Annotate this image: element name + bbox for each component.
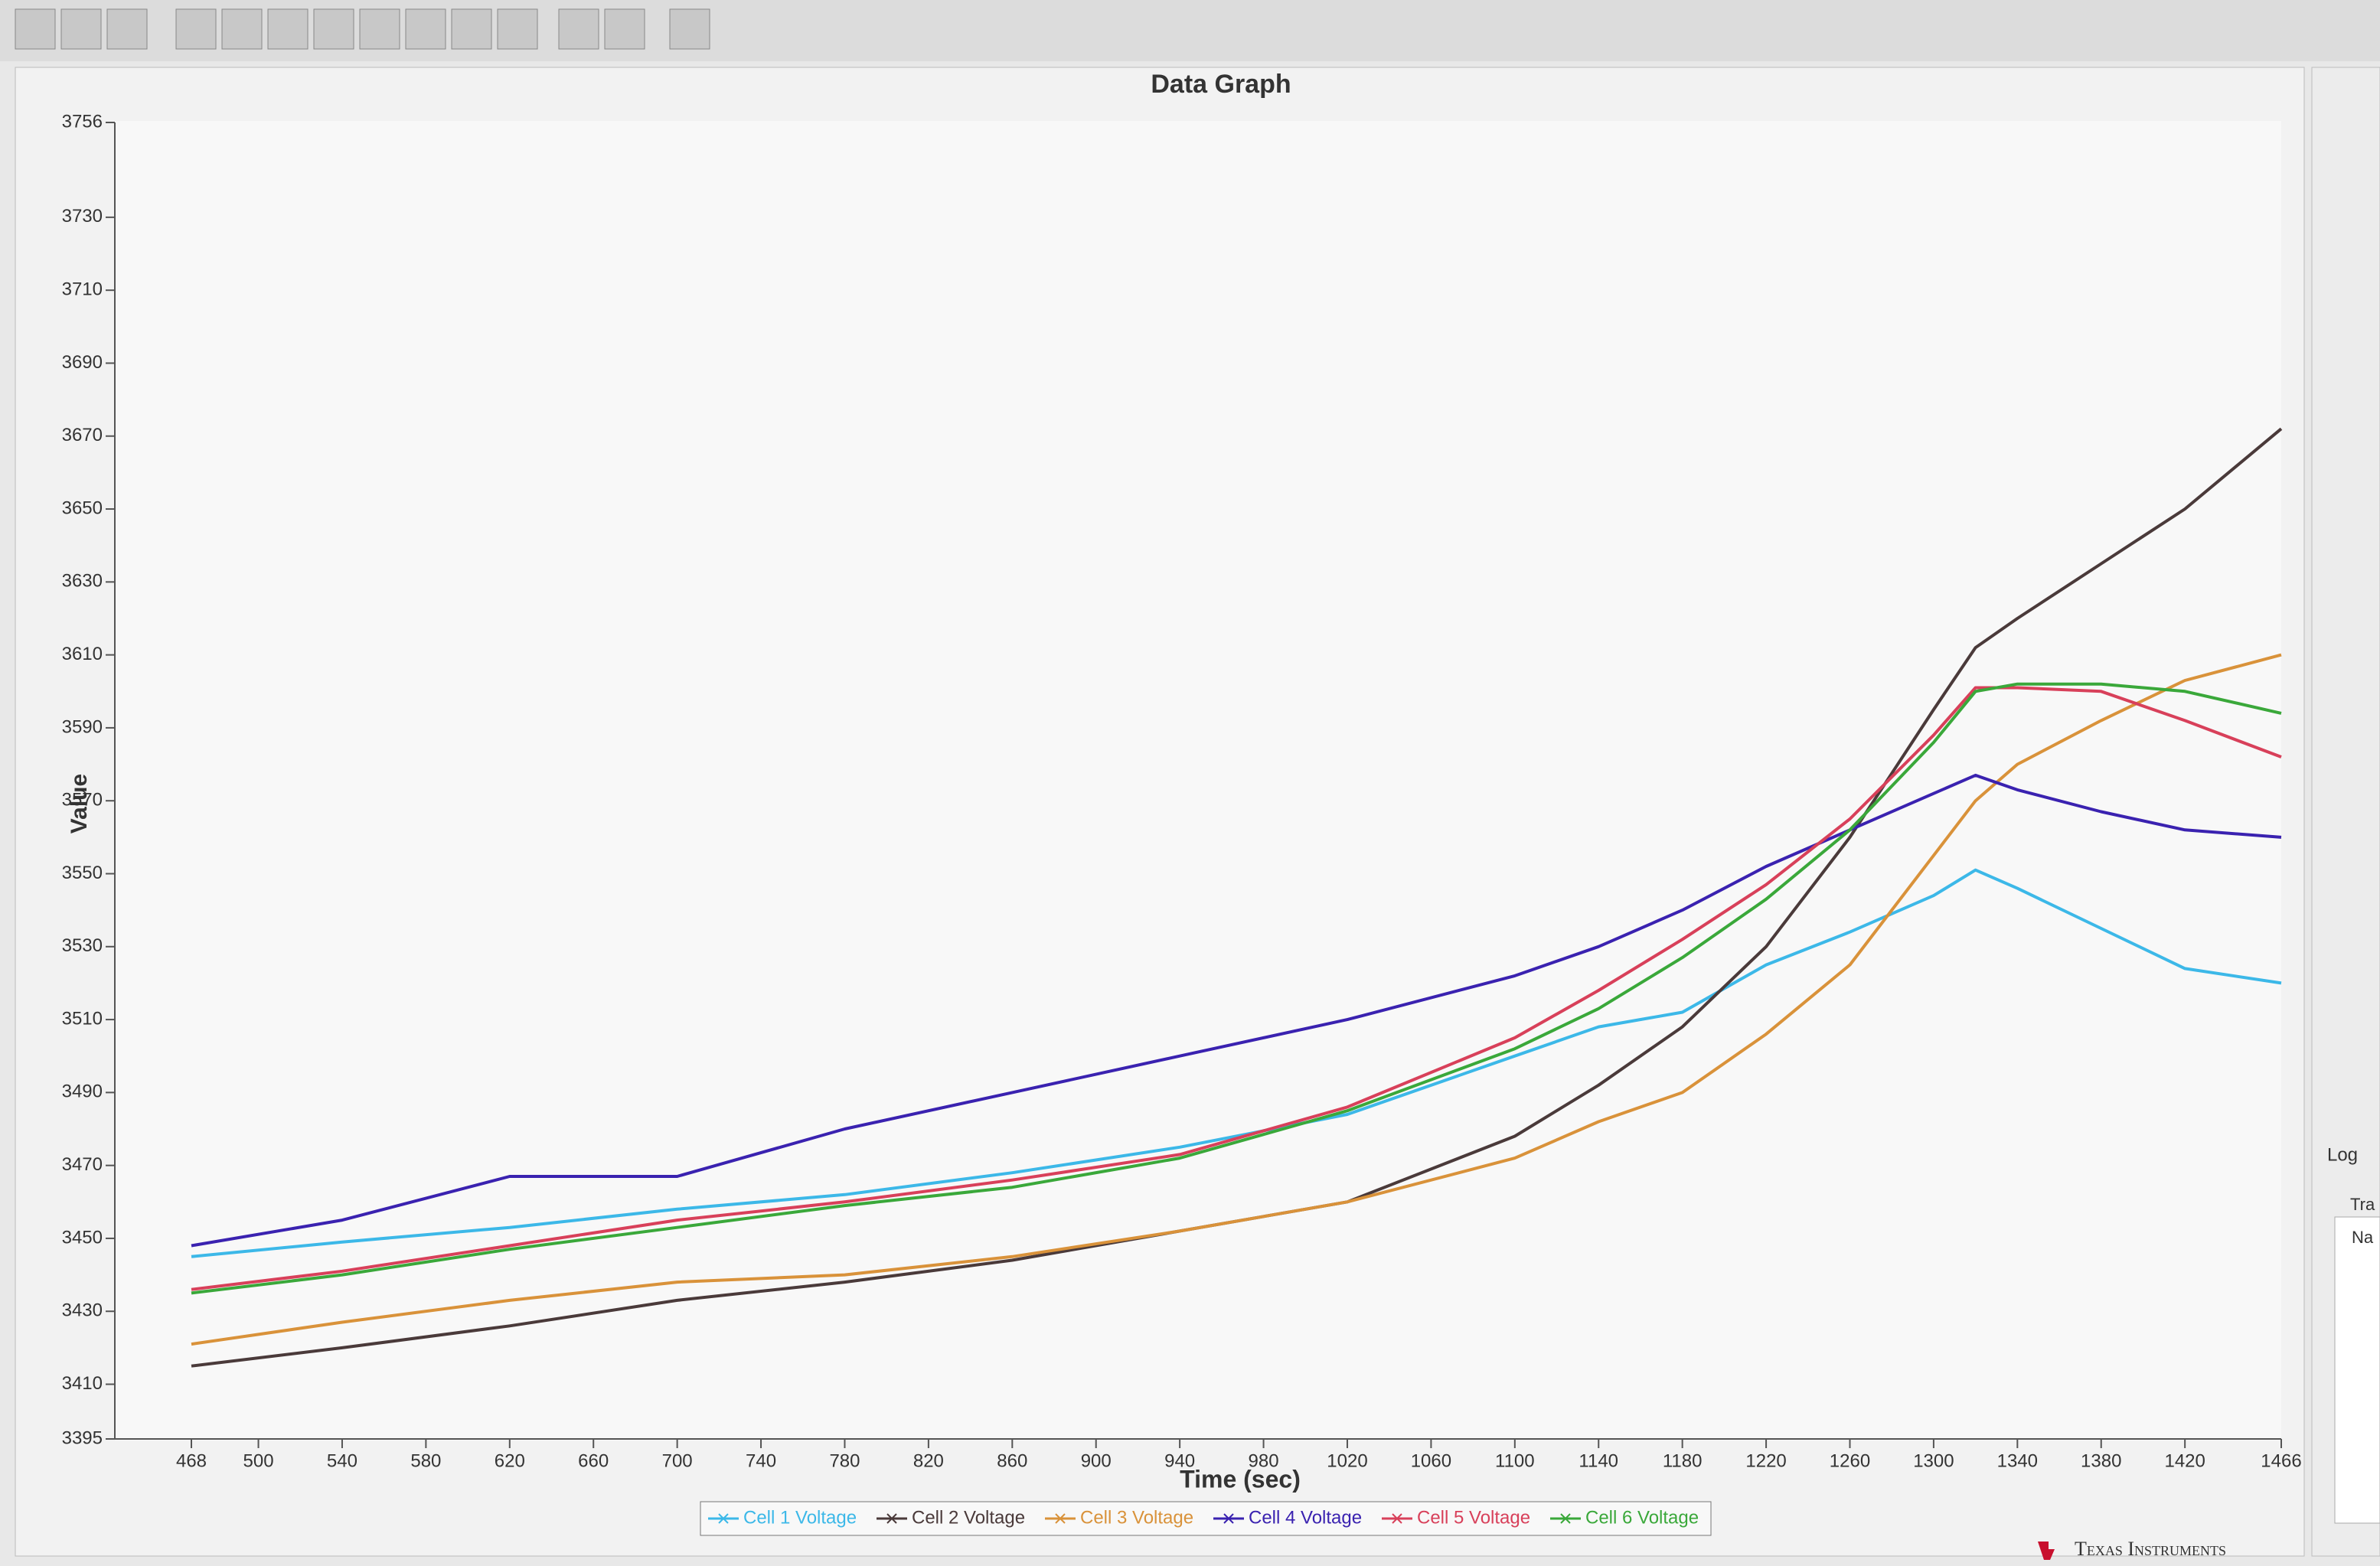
tool-button[interactable] [359, 8, 400, 50]
x-tick-label: 1180 [1663, 1450, 1703, 1471]
tool-button[interactable] [267, 8, 309, 50]
series-line [191, 653, 2282, 1346]
legend-label: Cell 3 Voltage [1080, 1507, 1193, 1528]
x-tick-label: 740 [746, 1450, 776, 1471]
x-tick-label: 700 [662, 1450, 693, 1471]
y-tick-label: 3530 [62, 935, 103, 956]
series-line [191, 686, 2282, 1291]
x-tick-label: 620 [495, 1450, 525, 1471]
legend-marker [718, 1513, 729, 1524]
y-axis-label: Value [67, 774, 92, 834]
series-line [191, 773, 2282, 1248]
x-tick-label: 1060 [1411, 1450, 1451, 1471]
brand: Texas Instruments [2075, 1538, 2226, 1560]
legend-label: Cell 4 Voltage [1249, 1507, 1362, 1528]
x-tick-label: 468 [176, 1450, 207, 1471]
toolbar [0, 0, 2380, 61]
y-tick-label: 3550 [62, 863, 103, 883]
x-tick-label: 940 [1164, 1450, 1195, 1471]
y-tick-label: 3490 [62, 1082, 103, 1102]
x-tick-label: 660 [578, 1450, 609, 1471]
tool-button[interactable] [405, 8, 446, 50]
y-tick-label: 3690 [62, 352, 103, 373]
log-button[interactable]: Log [2327, 1144, 2358, 1165]
legend-label: Cell 2 Voltage [912, 1507, 1025, 1528]
legend-label: Cell 5 Voltage [1417, 1507, 1530, 1528]
series-line [191, 868, 2282, 1258]
x-tick-label: 540 [327, 1450, 357, 1471]
y-tick-label: 3590 [62, 716, 103, 737]
y-tick-label: 3610 [62, 644, 103, 664]
series-line [191, 427, 2283, 1368]
legend-label: Cell 1 Voltage [743, 1507, 857, 1528]
series-line [191, 682, 2282, 1295]
x-tick-label: 1420 [2164, 1450, 2205, 1471]
y-tick-label: 3470 [62, 1154, 103, 1175]
x-tick-label: 1100 [1495, 1450, 1535, 1471]
tool-button[interactable] [451, 8, 492, 50]
y-tick-label: 3395 [62, 1427, 103, 1448]
x-tick-label: 1220 [1745, 1450, 1786, 1471]
x-tick-label: 1340 [1997, 1450, 2038, 1471]
tool-button[interactable] [313, 8, 354, 50]
list-header: Na [2352, 1228, 2374, 1247]
y-tick-label: 3730 [62, 206, 103, 227]
toolbar-buttons [15, 8, 710, 50]
x-tick-label: 1020 [1327, 1450, 1367, 1471]
y-tick-label: 3710 [62, 279, 103, 300]
x-tick-label: 860 [997, 1450, 1027, 1471]
y-tick-label: 3410 [62, 1373, 103, 1394]
y-tick-label: 3650 [62, 498, 103, 518]
tool-button[interactable] [604, 8, 645, 50]
legend-label: Cell 6 Voltage [1585, 1507, 1699, 1528]
legend-marker [1223, 1513, 1234, 1524]
chart-title: Data Graph [1151, 70, 1291, 99]
x-tick-label: 1380 [2081, 1450, 2121, 1471]
trace-list [2334, 1216, 2380, 1524]
y-tick-label: 3670 [62, 425, 103, 445]
y-tick-label: 3450 [62, 1227, 103, 1248]
x-axis-label: Time (sec) [1180, 1465, 1301, 1493]
x-tick-label: 1140 [1579, 1450, 1618, 1471]
x-tick-label: 500 [243, 1450, 274, 1471]
x-tick-label: 980 [1249, 1450, 1279, 1471]
tool-button[interactable] [497, 8, 538, 50]
y-tick-label: 3510 [62, 1008, 103, 1029]
ti-logo [2038, 1542, 2055, 1560]
tool-button[interactable] [175, 8, 217, 50]
x-tick-label: 1300 [1913, 1450, 1954, 1471]
tool-button[interactable] [669, 8, 710, 50]
y-tick-label: 3430 [62, 1300, 103, 1321]
legend [700, 1501, 1712, 1536]
group-label: Tra [2350, 1195, 2375, 1214]
x-tick-label: 780 [829, 1450, 860, 1471]
x-tick-label: 1260 [1830, 1450, 1870, 1471]
tool-button[interactable] [15, 8, 56, 50]
tool-button[interactable] [221, 8, 263, 50]
legend-marker [1055, 1513, 1066, 1524]
tool-button[interactable] [106, 8, 148, 50]
legend-marker [886, 1513, 897, 1524]
x-tick-label: 820 [913, 1450, 944, 1471]
y-tick-label: 3756 [62, 111, 103, 132]
y-tick-label: 3570 [62, 790, 103, 811]
x-tick-label: 1466 [2261, 1450, 2301, 1471]
x-tick-label: 900 [1081, 1450, 1112, 1471]
tool-button[interactable] [60, 8, 102, 50]
y-tick-label: 3630 [62, 571, 103, 592]
legend-marker [1560, 1513, 1571, 1524]
x-tick-label: 580 [410, 1450, 441, 1471]
legend-marker [1392, 1513, 1402, 1524]
plot-area [115, 121, 2281, 1440]
tool-button[interactable] [558, 8, 599, 50]
